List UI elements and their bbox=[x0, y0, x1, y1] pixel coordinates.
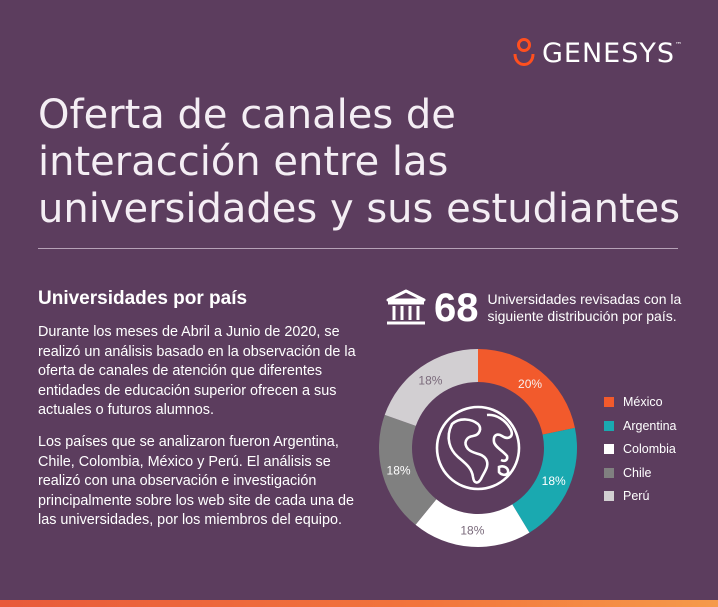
chart-legend: México Argentina Colombia Chile Perú bbox=[604, 394, 677, 512]
university-count-stat: 68 Universidades revisadas con la siguie… bbox=[384, 288, 688, 328]
donut-slice-label: 20% bbox=[518, 377, 542, 391]
legend-item-colombia: Colombia bbox=[604, 441, 677, 457]
donut-slice-label: 18% bbox=[542, 474, 566, 488]
legend-swatch bbox=[604, 491, 614, 501]
legend-swatch bbox=[604, 444, 614, 454]
donut-slice-4 bbox=[379, 414, 437, 525]
legend-label: Perú bbox=[623, 489, 650, 503]
legend-item-chile: Chile bbox=[604, 465, 677, 481]
donut-slice-3 bbox=[415, 499, 530, 547]
university-count: 68 bbox=[434, 286, 479, 330]
title-line-2: interacción entre las bbox=[38, 139, 449, 185]
legend-swatch bbox=[604, 397, 614, 407]
legend-item-argentina: Argentina bbox=[604, 418, 677, 434]
section-heading: Universidades por país bbox=[38, 288, 248, 309]
donut-slice-5 bbox=[384, 349, 478, 426]
university-count-caption: Universidades revisadas con la siguiente… bbox=[487, 291, 682, 324]
method-paragraph: Los países que se analizaron fueron Arge… bbox=[38, 434, 354, 528]
donut-slice-2 bbox=[512, 427, 577, 533]
legend-swatch bbox=[604, 467, 614, 478]
university-building-icon bbox=[386, 289, 426, 325]
legend-label: México bbox=[623, 395, 663, 409]
legend-item-mexico: México bbox=[604, 394, 677, 410]
donut-slice-label: 18% bbox=[460, 523, 484, 537]
genesys-logo: GENESYS™ bbox=[512, 36, 683, 70]
brand-name: GENESYS™ bbox=[542, 37, 684, 69]
donut-slice-label: 18% bbox=[418, 374, 442, 388]
intro-paragraph: Durante los meses de Abril a Junio de 20… bbox=[38, 324, 356, 418]
donut-slice-1 bbox=[478, 349, 575, 435]
legend-label: Colombia bbox=[623, 442, 676, 456]
title-line-1: Oferta de canales de bbox=[38, 92, 456, 138]
legend-label: Argentina bbox=[623, 418, 677, 433]
genesys-logo-icon bbox=[513, 38, 535, 66]
bottom-accent-bar bbox=[0, 600, 718, 607]
donut-slice-label: 18% bbox=[387, 463, 411, 477]
country-donut-chart: 20% 18% 18% 18% 18% bbox=[379, 349, 577, 547]
legend-swatch bbox=[604, 420, 614, 431]
page-title: Oferta de canales de interacción entre l… bbox=[38, 92, 698, 233]
legend-label: Chile bbox=[623, 465, 652, 480]
legend-item-peru: Perú bbox=[604, 488, 677, 504]
brand-trademark: ™ bbox=[675, 40, 684, 49]
title-divider bbox=[38, 248, 678, 249]
title-line-3: universidades y sus estudiantes bbox=[38, 186, 681, 232]
globe-icon bbox=[435, 405, 521, 491]
